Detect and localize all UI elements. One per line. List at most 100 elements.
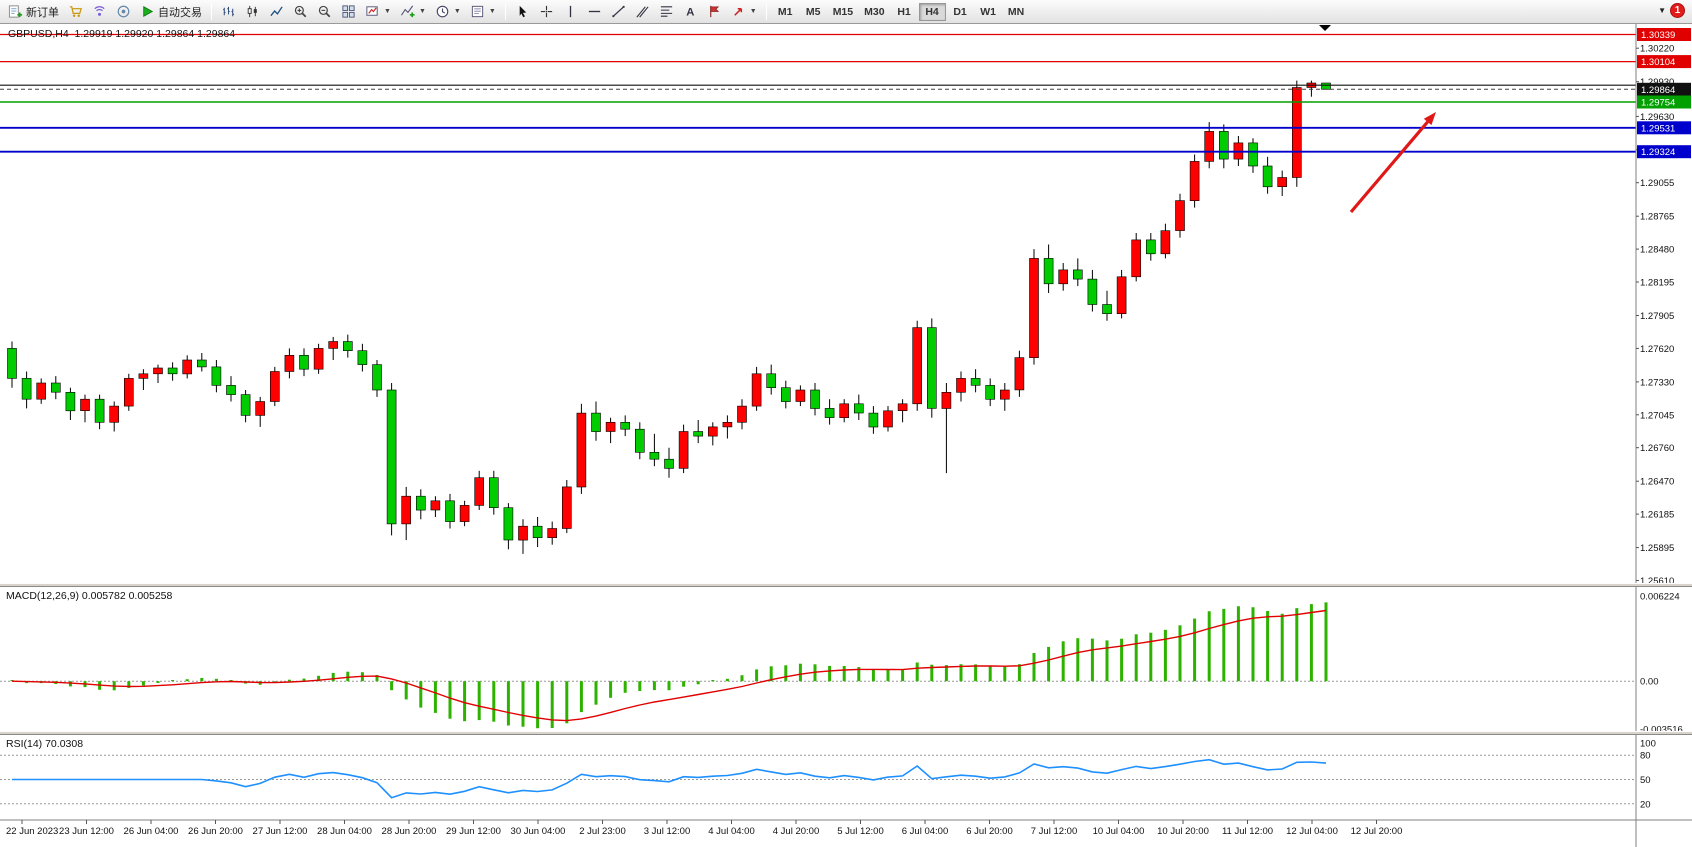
rsi-indicator-label: RSI(14) 70.0308 — [6, 738, 84, 750]
time-axis-label: 26 Jun 20:00 — [188, 826, 243, 837]
candle-body — [1292, 87, 1302, 178]
new-order-icon — [8, 5, 23, 18]
candle-body — [167, 367, 178, 375]
timeframe-m30-button[interactable]: M30 — [859, 3, 889, 21]
channel-tool[interactable] — [631, 2, 654, 22]
text-tool[interactable]: A — [679, 2, 702, 22]
timeframe-h4-button[interactable]: H4 — [918, 2, 946, 21]
cursor-button[interactable] — [511, 2, 534, 22]
timeframe-m5-button[interactable]: M5 — [800, 3, 827, 21]
candle-body — [459, 505, 470, 522]
timeframe-mn-button[interactable]: MN — [1003, 3, 1030, 21]
candle-body — [678, 431, 689, 469]
macd-axis-label: 0.00 — [1640, 677, 1659, 688]
horizontal-line-tool[interactable] — [583, 2, 606, 22]
timeframe-m15-button[interactable]: M15 — [828, 3, 858, 21]
panel-splitter[interactable] — [0, 583, 1692, 587]
price-tag-label: 1.30104 — [1641, 57, 1675, 68]
candle-body — [1321, 82, 1331, 90]
panel-splitter[interactable] — [0, 731, 1692, 735]
time-axis-label: 6 Jul 20:00 — [966, 826, 1012, 837]
main-toolbar: 新订单 自动交易 — [0, 0, 1692, 24]
candle-body — [1204, 131, 1214, 162]
price-tag-label: 1.30339 — [1641, 30, 1675, 41]
candle-body — [1277, 177, 1287, 187]
vps-icon — [117, 5, 130, 18]
candle-body — [94, 398, 105, 423]
toolbar-separator — [504, 3, 506, 20]
fibonacci-tool[interactable] — [655, 2, 678, 22]
price-axis-label: 1.28480 — [1640, 245, 1674, 256]
new-order-button[interactable]: 新订单 — [4, 2, 63, 22]
vertical-line-tool[interactable] — [559, 2, 582, 22]
text-icon: A — [686, 7, 694, 19]
market-button[interactable] — [64, 2, 87, 22]
dropdown-arrow-icon: ▼ — [453, 8, 461, 15]
candle-body — [211, 366, 222, 386]
candle-body — [284, 354, 295, 372]
time-axis-label: 12 Jul 04:00 — [1286, 826, 1338, 837]
bar-chart-button[interactable] — [217, 2, 240, 22]
indicators-icon — [400, 5, 415, 18]
tile-windows-button[interactable] — [337, 2, 360, 22]
templates-button[interactable]: ▼ — [466, 2, 500, 22]
timeframe-w1-button[interactable]: W1 — [975, 3, 1002, 21]
price-tag — [1637, 121, 1691, 135]
macd-axis-label: 0.006224 — [1640, 592, 1680, 603]
line-chart-button[interactable] — [265, 2, 288, 22]
indicators-button[interactable]: ▼ — [396, 2, 430, 22]
candle-body — [415, 495, 426, 511]
candle-body — [999, 389, 1010, 400]
candle-body — [50, 382, 61, 393]
candle-body — [824, 408, 835, 418]
time-axis-label: 3 Jul 12:00 — [644, 826, 690, 837]
price-axis-label: 1.29055 — [1640, 178, 1674, 189]
price-axis-label: 1.29630 — [1640, 112, 1674, 123]
periods-button[interactable]: ▼ — [431, 2, 465, 22]
zoom-out-icon — [318, 5, 331, 18]
candle-body — [795, 389, 806, 402]
zoom-in-icon — [294, 5, 307, 18]
candlestick-chart-button[interactable] — [241, 2, 264, 22]
toolbar-separator — [765, 3, 767, 20]
zoom-out-button[interactable] — [313, 2, 336, 22]
timeframe-m1-button[interactable]: M1 — [772, 3, 799, 21]
autotrading-label: 自动交易 — [158, 6, 202, 19]
zoom-in-button[interactable] — [289, 2, 312, 22]
candle-body — [1175, 200, 1185, 231]
candle-body — [664, 458, 674, 469]
timeframe-h1-button[interactable]: H1 — [891, 3, 918, 21]
candle-body — [1073, 269, 1083, 280]
rsi-axis-label: 50 — [1640, 775, 1651, 786]
candle-body — [780, 387, 791, 402]
price-axis-label: 1.26185 — [1640, 510, 1674, 521]
rsi-axis-label: 20 — [1640, 799, 1651, 810]
candle-body — [328, 341, 339, 349]
label-tool[interactable] — [703, 2, 726, 22]
last-bar-marker-icon — [1319, 25, 1331, 31]
signals-button[interactable] — [88, 2, 111, 22]
crosshair-button[interactable] — [535, 2, 558, 22]
arrows-tool[interactable]: ▼ — [727, 2, 761, 22]
autotrading-button[interactable]: 自动交易 — [136, 2, 206, 22]
trend-arrow-line[interactable] — [1349, 120, 1429, 214]
vps-button[interactable] — [112, 2, 135, 22]
trendline-tool[interactable] — [607, 2, 630, 22]
symbol-ohlc-info: GBPUSD,H4 1.29919 1.29920 1.29864 1.2986… — [8, 28, 236, 40]
candle-body — [547, 528, 558, 538]
price-axis-label: 1.26760 — [1640, 443, 1674, 454]
candle-body — [21, 378, 32, 400]
notification-badge[interactable]: 1 — [1670, 3, 1685, 18]
trend-arrow-head[interactable] — [1423, 112, 1436, 126]
candle-body — [1102, 304, 1112, 314]
new-chart-button[interactable]: ▼ — [361, 2, 395, 22]
candle-body — [488, 477, 499, 509]
time-axis-label: 2 Jul 23:00 — [579, 826, 625, 837]
time-axis-label: 11 Jul 12:00 — [1222, 826, 1273, 837]
dropdown-arrow-icon[interactable]: ▼ — [1658, 6, 1666, 15]
svg-text:A: A — [686, 7, 694, 19]
price-tag-label: 1.29531 — [1641, 123, 1675, 134]
timeframe-d1-button[interactable]: D1 — [947, 3, 974, 21]
rsi-axis-label: 80 — [1640, 751, 1651, 762]
market-cart-icon — [69, 6, 82, 17]
